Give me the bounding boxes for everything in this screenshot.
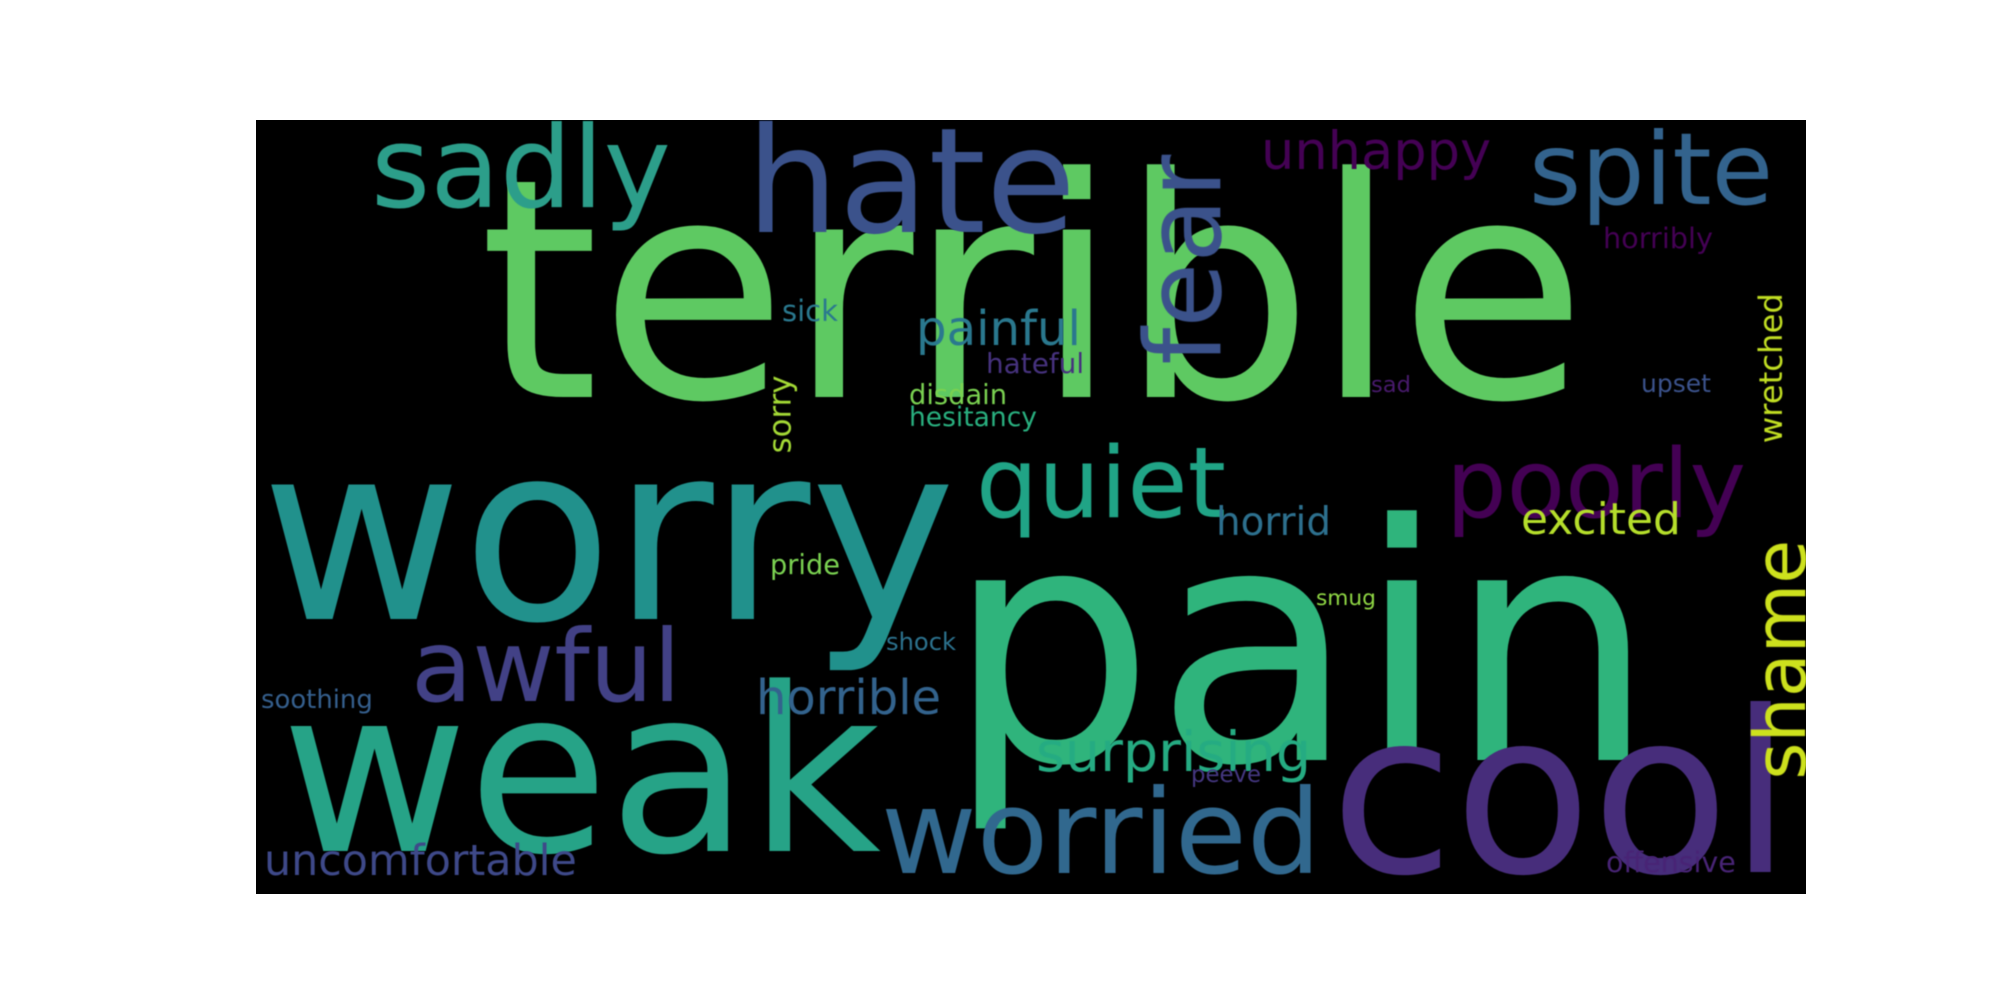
word-pride: pride bbox=[770, 549, 840, 581]
word-cool: cool bbox=[1330, 663, 1792, 894]
word-worry: worry bbox=[261, 391, 956, 677]
word-pain: pain bbox=[946, 455, 1656, 839]
word-painful: painful bbox=[916, 301, 1081, 358]
word-sorry: sorry bbox=[762, 375, 799, 453]
word-upset: upset bbox=[1641, 368, 1711, 398]
word-shame: shame bbox=[1739, 540, 1806, 781]
word-weak: weak bbox=[281, 639, 882, 894]
word-peeve: peeve bbox=[1191, 761, 1262, 788]
word-wretched: wretched bbox=[1751, 292, 1790, 444]
word-hate: hate bbox=[746, 120, 1076, 268]
word-cloud: terrible pain worry weak cool hate sadly spite u… bbox=[256, 120, 1806, 894]
word-sick: sick bbox=[782, 294, 838, 328]
word-awful: awful bbox=[411, 608, 681, 726]
word-quiet: quiet bbox=[976, 427, 1226, 542]
word-hesitancy: hesitancy bbox=[909, 402, 1037, 434]
word-disdain: disdain bbox=[909, 379, 1008, 411]
word-uncomfortable: uncomfortable bbox=[264, 835, 577, 886]
word-worried: worried bbox=[881, 764, 1322, 894]
word-shock: shock bbox=[886, 628, 957, 657]
word-smug: smug bbox=[1316, 585, 1376, 611]
word-hateful: hateful bbox=[986, 346, 1085, 380]
word-fear: fear bbox=[1121, 155, 1245, 366]
word-soothing: soothing bbox=[261, 685, 373, 715]
word-unhappy: unhappy bbox=[1261, 121, 1492, 183]
word-poorly: poorly bbox=[1446, 428, 1747, 541]
word-horribly: horribly bbox=[1603, 220, 1713, 255]
word-sadly: sadly bbox=[371, 120, 671, 234]
word-spite: spite bbox=[1529, 120, 1774, 228]
word-horrible: horrible bbox=[756, 669, 942, 726]
word-offensive: offensive bbox=[1606, 845, 1736, 879]
word-sad: sad bbox=[1371, 371, 1411, 398]
word-horrid: horrid bbox=[1216, 499, 1331, 545]
word-terrible: terrible bbox=[479, 120, 1588, 471]
word-surprising: surprising bbox=[1036, 720, 1312, 786]
word-excited: excited bbox=[1521, 494, 1681, 545]
